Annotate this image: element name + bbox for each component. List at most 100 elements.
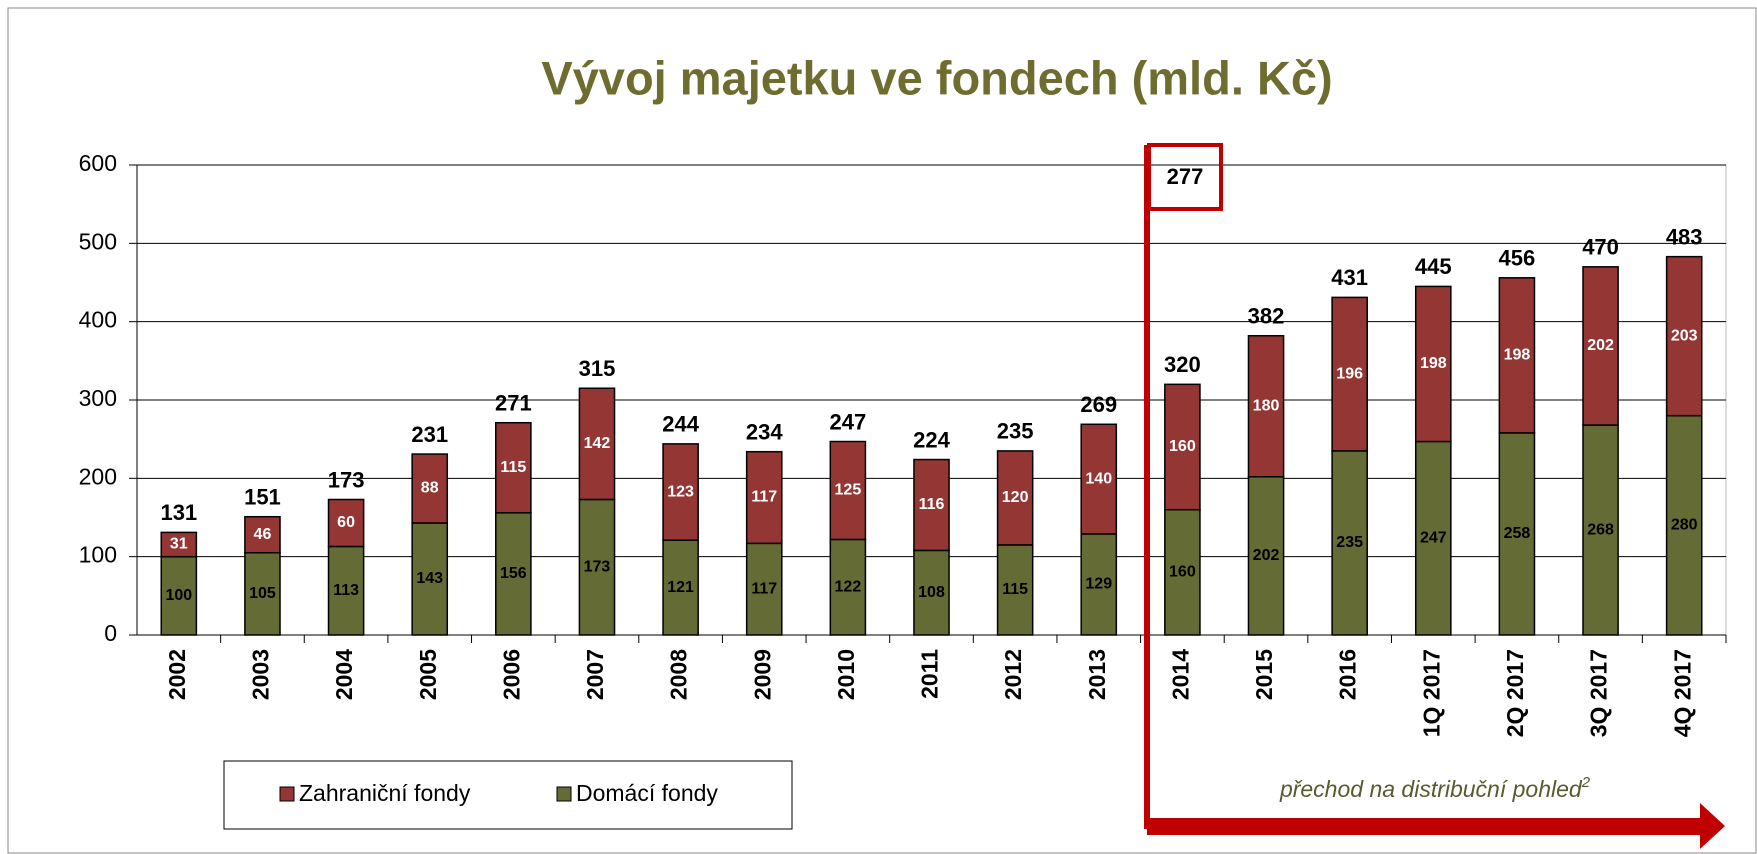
- total-label: 173: [328, 467, 365, 492]
- legend: [223, 760, 793, 830]
- frame: [7, 7, 1757, 854]
- total-label: 131: [160, 500, 197, 525]
- segment-label: 120: [1002, 489, 1029, 506]
- x-tick-label: 2002: [164, 649, 190, 700]
- legend-label: Zahraniční fondy: [299, 780, 471, 806]
- bar-segment: [1331, 450, 1368, 636]
- segment-label: 105: [249, 585, 276, 602]
- bar-segment: [1414, 285, 1452, 443]
- total-label: 235: [997, 419, 1034, 444]
- y-tick-label: 200: [79, 463, 117, 489]
- bar-segment: [327, 545, 365, 636]
- total-label: 247: [830, 409, 867, 434]
- bar-segment: [1080, 423, 1118, 535]
- segment-label: 122: [835, 578, 862, 595]
- segment-label: 268: [1587, 521, 1614, 538]
- transition-note-superscript: 2: [1581, 774, 1591, 791]
- x-tick-label: 2003: [248, 649, 274, 700]
- total-label: 470: [1582, 235, 1619, 260]
- segment-label: 202: [1587, 337, 1614, 354]
- bar-segment: [411, 522, 449, 636]
- bar-segment: [1164, 383, 1201, 511]
- segment-label: 121: [667, 579, 694, 596]
- y-tick-label: 100: [79, 542, 117, 568]
- bar-segment: [1498, 432, 1536, 636]
- x-tick-label: 2004: [331, 649, 357, 700]
- x-tick-label: 2014: [1167, 649, 1193, 700]
- x-tick-label: 2011: [917, 649, 943, 699]
- segment-label: 280: [1671, 517, 1698, 534]
- total-label: 431: [1331, 265, 1368, 290]
- transition-note: přechod na distribuční pohled2: [1279, 774, 1591, 802]
- bar-segment: [1582, 424, 1619, 636]
- y-tick-label: 600: [79, 150, 117, 176]
- plot: 0 100 200 300 400 500 600 2002 100 31 131 2003 105 46…: [79, 150, 1727, 737]
- segment-label: 198: [1420, 355, 1447, 372]
- bar-segment: [996, 450, 1034, 546]
- segment-label: 142: [584, 435, 611, 452]
- boxed-value: 277: [1167, 164, 1204, 189]
- legend-swatch: [279, 786, 295, 802]
- bar-segment: [495, 512, 532, 636]
- bar-segment: [244, 552, 281, 636]
- x-tick-label: 3Q 2017: [1586, 649, 1612, 737]
- x-tick-label: 2Q 2017: [1502, 649, 1528, 737]
- segment-label: 108: [918, 584, 945, 601]
- total-label: 456: [1499, 246, 1536, 271]
- bar-segment: [913, 549, 950, 636]
- x-tick-label: 2005: [415, 649, 441, 700]
- total-label: 271: [495, 391, 532, 416]
- legend-items: Zahraniční fondy Domácí fondy: [279, 780, 718, 806]
- segment-label: 88: [421, 480, 439, 497]
- x-tick-label: 4Q 2017: [1669, 649, 1695, 737]
- total-label: 244: [662, 412, 699, 437]
- bar-segment: [411, 453, 449, 524]
- segment-label: 100: [165, 587, 192, 604]
- segment-label: 46: [254, 526, 272, 543]
- segment-label: 140: [1085, 470, 1112, 487]
- bar-segment: [1498, 277, 1536, 434]
- segment-label: 31: [170, 536, 188, 553]
- x-tick-label: 2015: [1251, 649, 1277, 700]
- legend-swatch: [556, 786, 572, 802]
- total-label: 320: [1164, 352, 1201, 377]
- bar-segment: [913, 458, 950, 552]
- legend-label: Domácí fondy: [576, 780, 718, 806]
- segment-label: 156: [500, 565, 527, 582]
- total-label: 234: [746, 420, 783, 445]
- segment-label: 202: [1253, 547, 1280, 564]
- total-label: 315: [579, 356, 616, 381]
- transition-arrow-head: [1700, 803, 1725, 849]
- bar-segment: [1665, 255, 1703, 417]
- y-tick-label: 400: [79, 307, 117, 333]
- bar-segment: [578, 387, 616, 501]
- segment-label: 115: [1002, 581, 1028, 598]
- segment-label: 198: [1504, 347, 1531, 364]
- segment-label: 143: [416, 570, 443, 587]
- total-label: 224: [913, 427, 950, 452]
- x-tick-label: 2009: [749, 649, 775, 700]
- bar-segment: [578, 498, 616, 636]
- chart-title: Vývoj majetku ve fondech (mld. Kč): [541, 51, 1332, 104]
- bar-segment: [327, 498, 365, 548]
- y-tick-label: 0: [104, 620, 117, 646]
- segment-label: 203: [1671, 327, 1698, 344]
- bar-segment: [996, 544, 1034, 636]
- total-label: 151: [244, 485, 281, 510]
- y-tick-label: 500: [79, 228, 117, 254]
- segment-label: 180: [1253, 397, 1280, 414]
- segment-label: 258: [1504, 525, 1531, 542]
- x-tick-label: 2016: [1335, 649, 1361, 700]
- bar-segment: [1247, 476, 1285, 636]
- segment-label: 116: [919, 496, 945, 513]
- segment-label: 123: [667, 483, 694, 500]
- total-label: 483: [1666, 224, 1703, 249]
- segment-label: 247: [1420, 529, 1447, 546]
- x-tick-label: 2008: [666, 649, 692, 700]
- bar-segment: [495, 421, 532, 514]
- transition-arrow-bar: [1147, 818, 1702, 835]
- x-tick-label: 2012: [1000, 649, 1026, 700]
- x-tick-label: 2007: [582, 649, 608, 700]
- x-tick-label: 2006: [498, 649, 524, 700]
